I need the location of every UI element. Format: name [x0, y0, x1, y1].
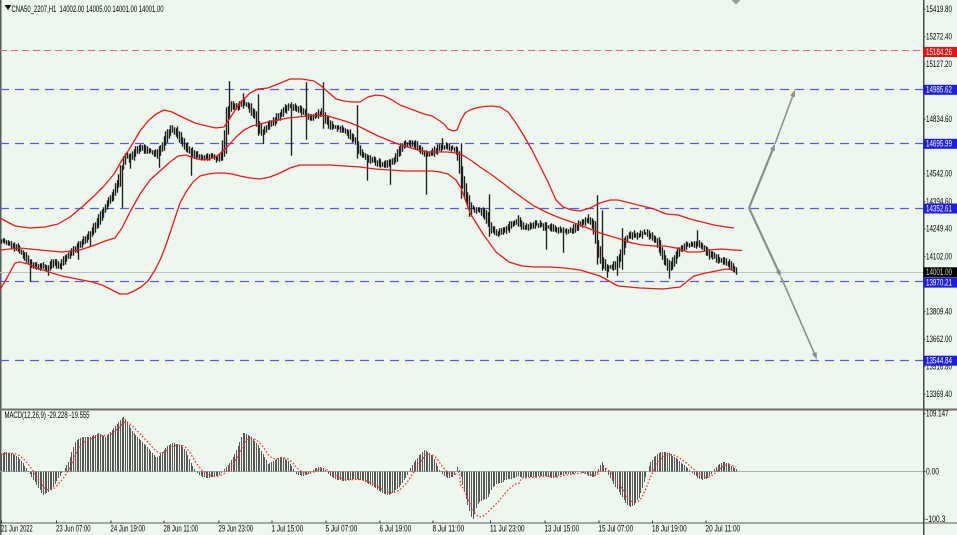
svg-text:18 Jul 19:00: 18 Jul 19:00: [652, 524, 687, 534]
svg-text:15 Jul 07:00: 15 Jul 07:00: [599, 524, 634, 534]
svg-text:8 Jul 11:00: 8 Jul 11:00: [433, 524, 465, 534]
svg-text:109.147: 109.147: [926, 408, 949, 418]
svg-text:14542.00: 14542.00: [926, 169, 952, 179]
svg-text:13369.40: 13369.40: [926, 389, 952, 399]
svg-text:6 Jul 19:00: 6 Jul 19:00: [380, 524, 412, 534]
svg-text:21 Jun 2022: 21 Jun 2022: [1, 524, 33, 534]
svg-text:14102.00: 14102.00: [926, 251, 952, 261]
svg-text:14695.99: 14695.99: [926, 139, 952, 149]
svg-text:13516.80: 13516.80: [926, 361, 952, 371]
svg-text:CNA50_2207,H1 14002.00 14005.: CNA50_2207,H1 14002.00 14005.00 14001.00…: [12, 4, 164, 14]
svg-text:0.00: 0.00: [926, 466, 939, 476]
svg-text:11 Jul 23:00: 11 Jul 23:00: [490, 524, 525, 534]
svg-text:14985.62: 14985.62: [926, 85, 952, 95]
svg-text:28 Jun 11:00: 28 Jun 11:00: [164, 524, 199, 534]
svg-text:15419.80: 15419.80: [926, 4, 952, 14]
svg-text:14834.60: 14834.60: [926, 114, 952, 124]
svg-text:13809.40: 13809.40: [926, 306, 952, 316]
svg-text:24 Jun 19:00: 24 Jun 19:00: [111, 524, 146, 534]
svg-text:23 Jun 07:00: 23 Jun 07:00: [56, 524, 91, 534]
svg-text:15184.26: 15184.26: [926, 47, 952, 57]
svg-text:5 Jul 07:00: 5 Jul 07:00: [326, 524, 358, 534]
svg-text:MACD(12,26,9) -29.228 -19.555: MACD(12,26,9) -29.228 -19.555: [5, 410, 90, 420]
svg-text:-100.3: -100.3: [926, 514, 946, 524]
svg-text:29 Jun 23:00: 29 Jun 23:00: [219, 524, 254, 534]
svg-text:15127.20: 15127.20: [926, 59, 952, 69]
svg-text:13544.84: 13544.84: [926, 356, 952, 366]
svg-text:13970.21: 13970.21: [926, 278, 952, 288]
svg-text:20 Jul 11:00: 20 Jul 11:00: [706, 524, 741, 534]
svg-text:14249.40: 14249.40: [926, 224, 952, 234]
svg-text:14001.00: 14001.00: [926, 267, 952, 277]
svg-text:1 Jul 15:00: 1 Jul 15:00: [272, 524, 304, 534]
svg-text:14394.60: 14394.60: [926, 196, 952, 206]
svg-text:13662.00: 13662.00: [926, 334, 952, 344]
svg-text:15272.40: 15272.40: [926, 32, 952, 42]
svg-text:13 Jul 15:00: 13 Jul 15:00: [545, 524, 580, 534]
svg-text:14352.61: 14352.61: [926, 203, 952, 213]
